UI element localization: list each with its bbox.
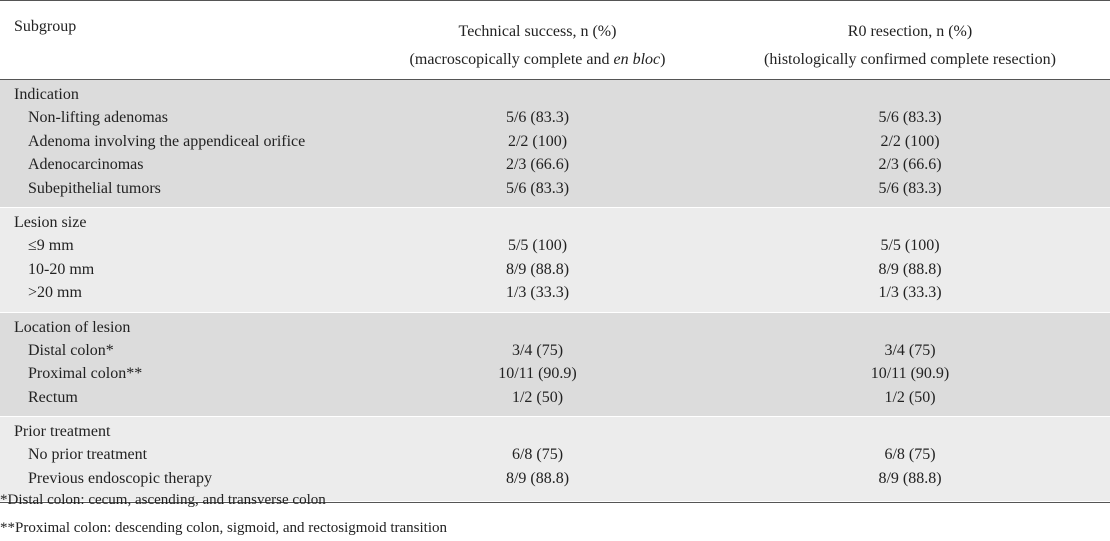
group-heading-row: Prior treatment (0, 420, 1110, 443)
technical-success-value: 8/9 (88.8) (505, 260, 570, 278)
technical-success-value: 5/6 (83.3) (505, 179, 570, 197)
row-label: Adenocarcinomas (28, 156, 144, 174)
table-row: Non-lifting adenomas 5/6 (83.3) 5/6 (83.3) (0, 106, 1110, 129)
technical-success-value: 5/6 (83.3) (505, 109, 570, 127)
table-row: No prior treatment 6/8 (75) 6/8 (75) (0, 443, 1110, 466)
header-r0-line1: R0 resection, n (%) (847, 23, 973, 40)
row-label: Previous endoscopic therapy (28, 469, 212, 487)
table-row: Previous endoscopic therapy 8/9 (88.8) 8/9… (0, 467, 1110, 490)
table-row: Proximal colon** 10/11 (90.9) 10/11 (90.9) (0, 362, 1110, 385)
r0-resection-value: 3/4 (75) (884, 341, 936, 359)
header-r0-line2: (histologically confirmed complete resec… (764, 51, 1056, 68)
table-row: Subepithelial tumors 5/6 (83.3) 5/6 (83.3) (0, 177, 1110, 200)
row-label: ≤9 mm (28, 237, 74, 255)
technical-success-value: 2/2 (100) (507, 132, 568, 150)
row-label: 10-20 mm (28, 260, 95, 278)
technical-success-value: 5/5 (100) (507, 237, 568, 255)
group-heading-row: Location of lesion (0, 316, 1110, 339)
group-heading: Location of lesion (14, 318, 131, 336)
r0-resection-value: 2/3 (66.6) (878, 156, 942, 174)
table-row: >20 mm 1/3 (33.3) 1/3 (33.3) (0, 281, 1110, 304)
header-technical-success: Technical success, n (%) (macroscopicall… (380, 18, 695, 74)
r0-resection-value: 1/2 (50) (884, 388, 936, 406)
row-label: Distal colon* (28, 341, 114, 359)
group-heading-row: Lesion size (0, 211, 1110, 234)
table-group: Prior treatment No prior treatment 6/8 (75… (0, 417, 1110, 503)
row-label: Non-lifting adenomas (28, 109, 168, 127)
bottom-rule (0, 502, 1110, 504)
group-heading-row: Indication (0, 83, 1110, 106)
header-technical-line2: (macroscopically complete and en bloc) (380, 46, 695, 74)
r0-resection-value: 8/9 (88.8) (878, 260, 942, 278)
technical-success-value: 10/11 (90.9) (498, 365, 577, 383)
r0-resection-value: 6/8 (75) (884, 446, 936, 464)
table-row: Rectum 1/2 (50) 1/2 (50) (0, 386, 1110, 409)
row-label: Subepithelial tumors (28, 179, 161, 197)
row-label: >20 mm (28, 284, 82, 302)
technical-success-value: 2/3 (66.6) (505, 156, 570, 174)
header-r0-resection: R0 resection, n (%) (histologically conf… (730, 18, 1090, 74)
header-technical-line2-italic: en bloc (613, 51, 661, 68)
table-row: Adenocarcinomas 2/3 (66.6) 2/3 (66.6) (0, 153, 1110, 176)
footnote-distal: *Distal colon: cecum, ascending, and tra… (0, 492, 326, 508)
row-label: Proximal colon** (28, 365, 143, 383)
r0-resection-value: 8/9 (88.8) (878, 469, 942, 487)
group-heading: Prior treatment (14, 423, 111, 441)
header-technical-line2-prefix: (macroscopically complete and (409, 51, 614, 68)
group-heading: Indication (14, 86, 79, 103)
header-technical-line1: Technical success, n (%) (458, 23, 617, 40)
top-rule (0, 0, 1110, 1)
row-label: Rectum (28, 388, 78, 406)
table-row: Adenoma involving the appendiceal orific… (0, 130, 1110, 153)
r0-resection-value: 5/5 (100) (880, 237, 940, 255)
group-heading: Lesion size (14, 213, 87, 231)
r0-resection-value: 5/6 (83.3) (878, 179, 942, 197)
row-label: No prior treatment (28, 446, 148, 464)
table-row: 10-20 mm 8/9 (88.8) 8/9 (88.8) (0, 258, 1110, 281)
header-subgroup: Subgroup (14, 18, 77, 35)
technical-success-value: 3/4 (75) (511, 341, 564, 359)
footnote-proximal: **Proximal colon: descending colon, sigm… (0, 520, 448, 536)
table-body: Indication Non-lifting adenomas 5/6 (83.3)… (0, 80, 1110, 503)
table-row: ≤9 mm 5/5 (100) 5/5 (100) (0, 234, 1110, 257)
row-label: Adenoma involving the appendiceal orific… (28, 132, 306, 150)
r0-resection-value: 1/3 (33.3) (878, 284, 942, 302)
r0-resection-value: 10/11 (90.9) (870, 365, 950, 383)
table-row: Distal colon* 3/4 (75) 3/4 (75) (0, 339, 1110, 362)
table-group: Indication Non-lifting adenomas 5/6 (83.3)… (0, 80, 1110, 208)
technical-success-value: 8/9 (88.8) (505, 469, 570, 487)
technical-success-value: 6/8 (75) (511, 446, 564, 464)
r0-resection-value: 5/6 (83.3) (878, 109, 942, 127)
table-group: Lesion size ≤9 mm 5/5 (100) 5/5 (100) 10-20 … (0, 207, 1110, 313)
header-technical-line2-suffix: ) (660, 51, 666, 68)
table-header: Subgroup Technical success, n (%) (macro… (0, 1, 1110, 80)
technical-success-value: 1/2 (50) (511, 388, 564, 406)
technical-success-value: 1/3 (33.3) (505, 284, 570, 302)
r0-resection-value: 2/2 (100) (880, 132, 940, 150)
results-table: Subgroup Technical success, n (%) (macro… (0, 0, 1110, 504)
table-group: Location of lesion Distal colon* 3/4 (75) 3… (0, 312, 1110, 418)
